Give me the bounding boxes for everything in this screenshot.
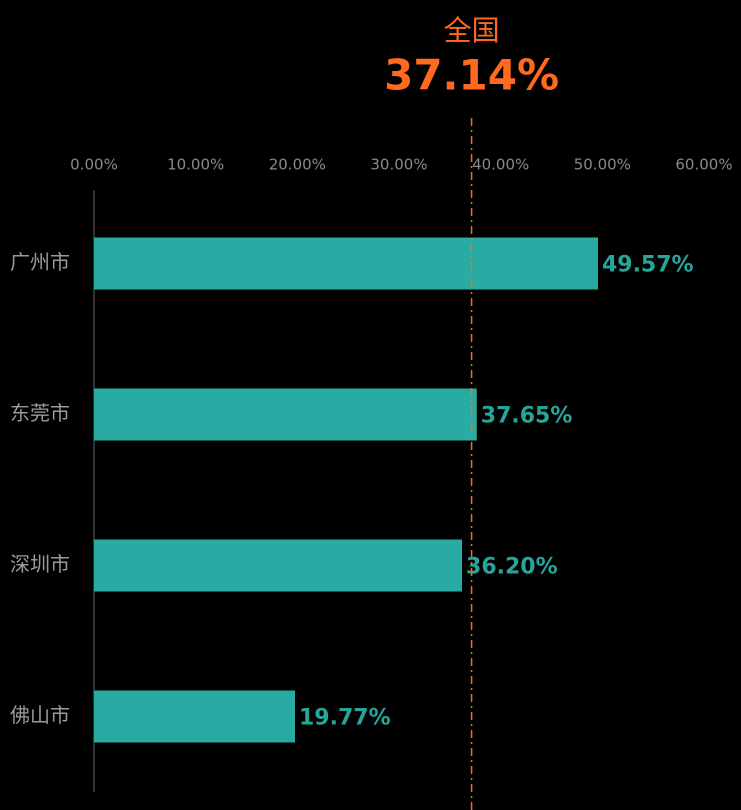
value-label: 37.65% [481, 404, 573, 429]
y-tick-label: 东莞市 [10, 401, 70, 425]
bar [94, 237, 598, 290]
reference-name: 全国 [444, 14, 500, 47]
x-tick-label: 0.00% [70, 156, 118, 174]
x-tick-label: 40.00% [472, 156, 529, 174]
value-label: 36.20% [466, 555, 558, 580]
x-tick-label: 60.00% [675, 156, 732, 174]
x-tick-label: 10.00% [167, 156, 224, 174]
bar [94, 539, 463, 592]
y-tick-label: 深圳市 [10, 552, 70, 576]
y-tick-label: 广州市 [10, 250, 70, 274]
bar [94, 690, 295, 743]
x-tick-label: 20.00% [269, 156, 326, 174]
value-label: 19.77% [299, 706, 391, 731]
x-tick-label: 50.00% [574, 156, 631, 174]
reference-value: 37.14% [384, 51, 559, 100]
value-label: 49.57% [602, 253, 694, 278]
x-tick-label: 30.00% [370, 156, 427, 174]
bar [94, 388, 477, 441]
y-tick-label: 佛山市 [10, 703, 70, 727]
